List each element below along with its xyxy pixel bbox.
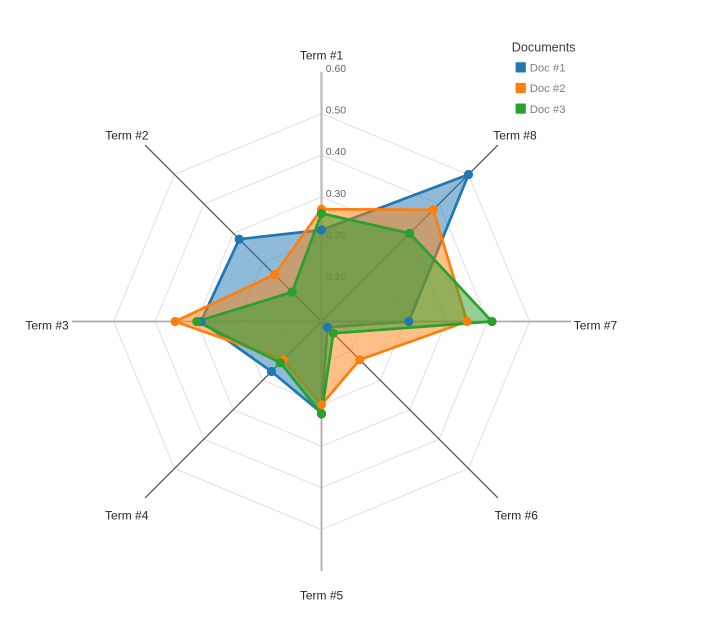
svg-text:Term #7: Term #7 — [574, 318, 618, 332]
svg-text:Doc #3: Doc #3 — [530, 104, 566, 116]
svg-text:Doc #2: Doc #2 — [530, 83, 566, 95]
svg-text:Term #8: Term #8 — [493, 128, 537, 142]
svg-text:0.30: 0.30 — [326, 188, 347, 200]
svg-text:Term #1: Term #1 — [300, 49, 344, 63]
svg-text:Term #2: Term #2 — [105, 129, 149, 143]
svg-text:0.40: 0.40 — [326, 146, 347, 158]
svg-text:0.60: 0.60 — [326, 63, 347, 75]
svg-text:Term #3: Term #3 — [25, 318, 69, 332]
svg-text:Documents: Documents — [512, 40, 576, 54]
svg-text:Term #4: Term #4 — [105, 509, 149, 523]
svg-text:Term #5: Term #5 — [300, 589, 344, 603]
svg-text:0.50: 0.50 — [326, 105, 347, 117]
svg-text:Doc #1: Doc #1 — [530, 63, 566, 75]
svg-text:Term #6: Term #6 — [495, 509, 539, 523]
